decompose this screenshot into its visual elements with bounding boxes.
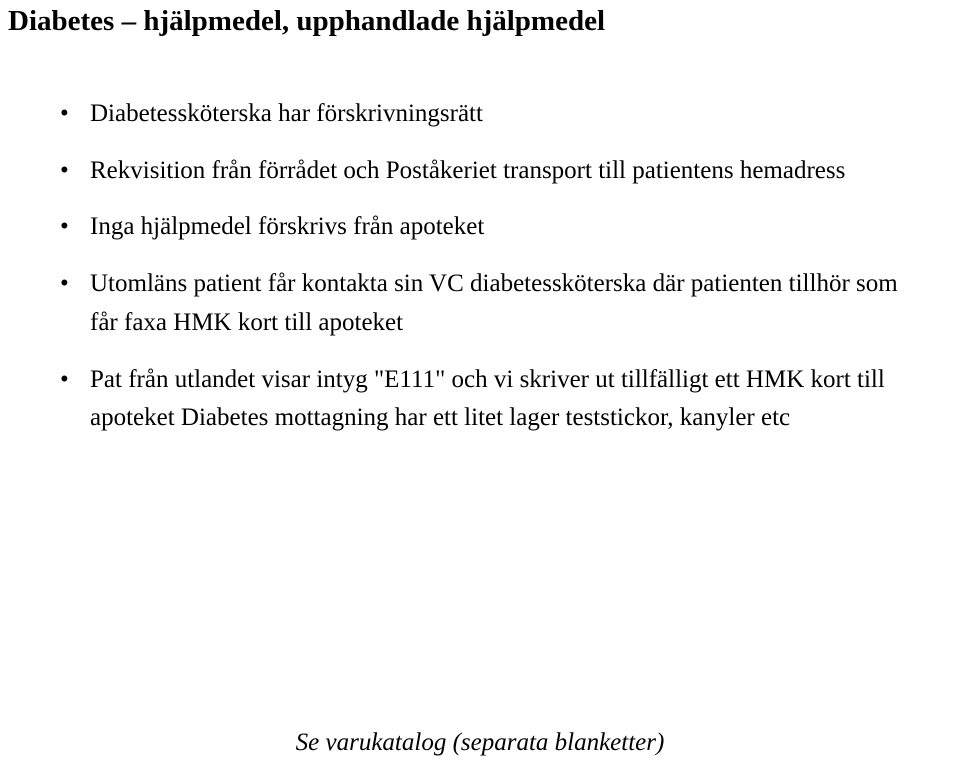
list-item: Utomläns patient får kontakta sin VC dia… [60,265,920,343]
page-title: Diabetes – hjälpmedel, upphandlade hjälp… [8,4,920,39]
list-item-text: Rekvisition från förrådet och Poståkerie… [90,157,845,184]
list-item-text: Inga hjälpmedel förskrivs från apoteket [90,213,484,240]
list-item: Inga hjälpmedel förskrivs från apoteket [60,208,920,247]
list-item-text: Pat från utlandet visar intyg "E111" och… [90,366,885,432]
list-item-text: Utomläns patient får kontakta sin VC dia… [90,270,898,336]
footer-note: Se varukatalog (separata blanketter) [0,729,960,757]
document-page: Diabetes – hjälpmedel, upphandlade hjälp… [0,0,960,771]
list-item-text: Diabetessköterska har förskrivningsrätt [90,100,483,127]
list-item: Rekvisition från förrådet och Poståkerie… [60,152,920,191]
list-item: Diabetessköterska har förskrivningsrätt [60,95,920,134]
bullet-list: Diabetessköterska har förskrivningsrätt … [8,95,920,438]
list-item: Pat från utlandet visar intyg "E111" och… [60,361,920,439]
